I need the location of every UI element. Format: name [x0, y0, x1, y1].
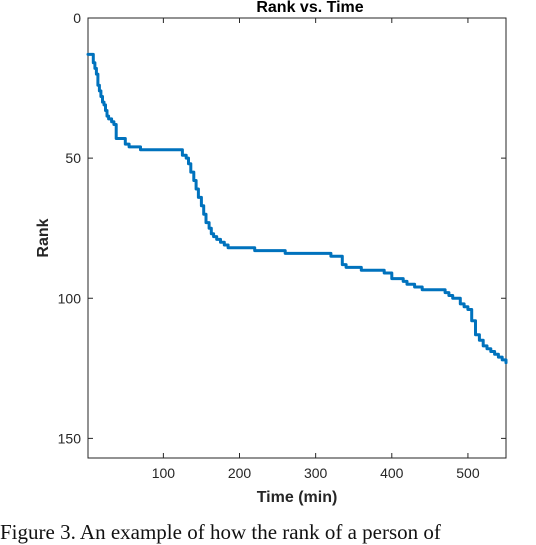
rank-series-line	[86, 52, 508, 365]
chart-title: Rank vs. Time	[256, 0, 363, 16]
y-tick-label: 50	[65, 150, 81, 166]
x-tick-label: 200	[228, 465, 252, 481]
y-tick-label: 0	[73, 10, 81, 26]
x-axis-label: Time (min)	[257, 489, 338, 506]
figure-caption: Figure 3. An example of how the rank of …	[0, 520, 441, 544]
y-axis-label: Rank	[35, 218, 52, 257]
x-tick-label: 300	[304, 465, 328, 481]
plot-area	[87, 17, 507, 459]
y-axis-ticks: 0 50 100 150	[58, 10, 506, 446]
x-tick-label: 100	[152, 465, 176, 481]
x-tick-label: 400	[380, 465, 404, 481]
x-axis-ticks: 100 200 300 400 500	[152, 18, 480, 481]
x-tick-label: 500	[456, 465, 480, 481]
y-tick-label: 100	[58, 290, 82, 306]
y-tick-label: 150	[58, 430, 82, 446]
